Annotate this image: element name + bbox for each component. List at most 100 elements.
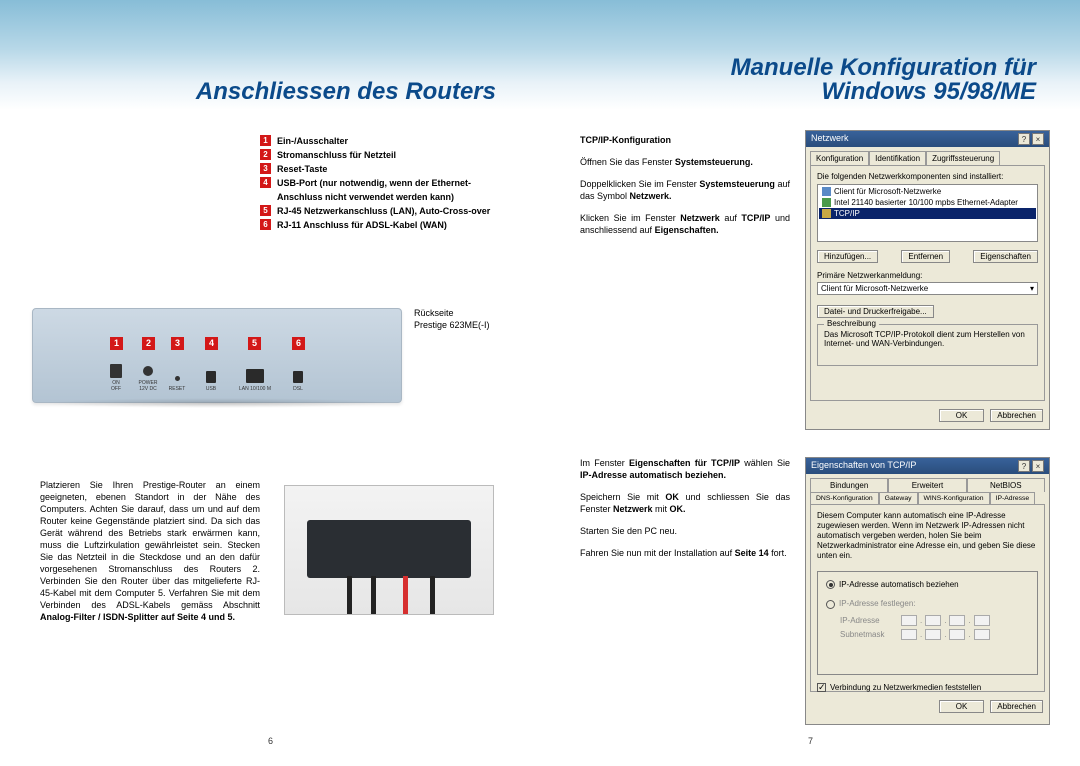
- window-network: Netzwerk ?× Konfiguration Identifikation…: [805, 130, 1050, 430]
- subnet-label: Subnetmask: [840, 630, 898, 639]
- protocol-icon: [822, 209, 831, 218]
- p3f: Eigenschaften.: [655, 225, 719, 235]
- page-number-left: 6: [268, 736, 273, 746]
- tab-wins[interactable]: WINS-Konfiguration: [918, 492, 990, 504]
- side-label-2: Prestige 623ME(-I): [414, 319, 490, 331]
- p6: Starten Sie den PC neu.: [580, 525, 790, 537]
- marker-5: 5: [248, 337, 261, 350]
- tab-bindings[interactable]: Bindungen: [810, 478, 888, 492]
- page-number-right: 7: [808, 736, 813, 746]
- router-back-panel: 1 2 3 4 5 6 ON OFF POWER 12V DC RESET US…: [32, 308, 402, 403]
- p3b: Netzwerk: [680, 213, 720, 223]
- ip-address-field: IP-Adresse...: [840, 615, 1029, 626]
- side-label-1: Rückseite: [414, 307, 490, 319]
- tab-ipaddress[interactable]: IP-Adresse: [990, 492, 1036, 504]
- p7a: Fahren Sie nun mit der Installation auf: [580, 548, 735, 558]
- component-list[interactable]: Client für Microsoft-Netzwerke Intel 211…: [817, 184, 1038, 242]
- radio-label: IP-Adresse automatisch beziehen: [839, 580, 959, 589]
- ok-button[interactable]: OK: [939, 700, 985, 713]
- close-icon[interactable]: ×: [1032, 133, 1044, 145]
- legend-text: RJ-45 Netzwerkanschluss (LAN), Auto-Cros…: [277, 204, 490, 218]
- tcpip-heading: TCP/IP-Konfiguration: [580, 134, 790, 146]
- tab-access[interactable]: Zugriffssteuerung: [926, 151, 1000, 165]
- window-title-bar: Eigenschaften von TCP/IP ?×: [806, 458, 1049, 474]
- desc-group-label: Beschreibung: [824, 319, 879, 328]
- port-label: USB: [198, 386, 224, 392]
- radio-manual-ip[interactable]: IP-Adresse festlegen:: [826, 599, 1029, 608]
- check-label: Verbindung zu Netzwerkmedien feststellen: [830, 683, 981, 692]
- legend-text: USB-Port (nur notwendig, wenn der Ethern…: [277, 176, 510, 204]
- ok-button[interactable]: OK: [939, 409, 985, 422]
- p3c: auf: [720, 213, 742, 223]
- legend-text: Stromanschluss für Netzteil: [277, 148, 396, 162]
- marker-3: 3: [171, 337, 184, 350]
- p4b: Eigenschaften für TCP/IP: [629, 458, 740, 468]
- add-button[interactable]: Hinzufügen...: [817, 250, 878, 263]
- window-title-bar: Netzwerk ?×: [806, 131, 1049, 147]
- list-item-label: TCP/IP: [834, 209, 860, 218]
- right-text-upper: TCP/IP-Konfiguration Öffnen Sie das Fens…: [580, 134, 790, 246]
- body-bold: Analog-Filter / ISDN-Splitter auf Seite …: [40, 612, 235, 622]
- check-media-connect[interactable]: Verbindung zu Netzwerkmedien feststellen: [817, 683, 1038, 692]
- list-item[interactable]: Intel 21140 basierter 10/100 mpbs Ethern…: [819, 197, 1036, 208]
- p4d: IP-Adresse automatisch beziehen.: [580, 470, 726, 480]
- p2b: Systemsteuerung: [699, 179, 775, 189]
- body-main: Platzieren Sie Ihren Prestige-Router an …: [40, 480, 260, 610]
- window-tcpip-properties: Eigenschaften von TCP/IP ?× Bindungen Er…: [805, 457, 1050, 725]
- list-item[interactable]: Client für Microsoft-Netzwerke: [819, 186, 1036, 197]
- legend-num: 3: [260, 163, 271, 174]
- legend-num: 4: [260, 177, 271, 188]
- list-item-selected[interactable]: TCP/IP: [819, 208, 1036, 219]
- p3a: Klicken Sie im Fenster: [580, 213, 680, 223]
- right-text-lower: Im Fenster Eigenschaften für TCP/IP wähl…: [580, 457, 790, 569]
- window-tabs-row1: Bindungen Erweitert NetBIOS: [810, 478, 1045, 492]
- primary-login-select[interactable]: Client für Microsoft-Netzwerke ▾: [817, 282, 1038, 295]
- p7c: fort.: [769, 548, 787, 558]
- properties-button[interactable]: Eigenschaften: [973, 250, 1038, 263]
- marker-4: 4: [205, 337, 218, 350]
- tab-configuration[interactable]: Konfiguration: [810, 151, 869, 165]
- primary-login-label: Primäre Netzwerkanmeldung:: [817, 271, 1038, 280]
- left-body-text: Platzieren Sie Ihren Prestige-Router an …: [40, 479, 260, 623]
- marker-1: 1: [110, 337, 123, 350]
- client-icon: [822, 187, 831, 196]
- p3d: TCP/IP: [741, 213, 770, 223]
- port-label: ON OFF: [103, 380, 129, 392]
- select-value: Client für Microsoft-Netzwerke: [821, 284, 928, 293]
- tab-dns[interactable]: DNS-Konfiguration: [810, 492, 879, 504]
- p5d: Netzwerk: [613, 504, 653, 514]
- subnet-field: Subnetmask...: [840, 629, 1029, 640]
- cancel-button[interactable]: Abbrechen: [990, 700, 1043, 713]
- close-icon[interactable]: ×: [1032, 460, 1044, 472]
- window-tabs-row2: DNS-Konfiguration Gateway WINS-Konfigura…: [810, 492, 1045, 504]
- radio-label: IP-Adresse festlegen:: [839, 599, 915, 608]
- tab-advanced[interactable]: Erweitert: [888, 478, 966, 492]
- chevron-down-icon: ▾: [1030, 284, 1034, 293]
- cancel-button[interactable]: Abbrechen: [990, 409, 1043, 422]
- radio-auto-ip[interactable]: IP-Adresse automatisch beziehen: [826, 580, 1029, 589]
- tab-gateway[interactable]: Gateway: [879, 492, 918, 504]
- tcpip-intro: Diesem Computer kann automatisch eine IP…: [817, 511, 1038, 561]
- tab-netbios[interactable]: NetBIOS: [967, 478, 1045, 492]
- help-icon[interactable]: ?: [1018, 460, 1030, 472]
- p1b: Systemsteuerung.: [675, 157, 753, 167]
- page-right: Manuelle Konfiguration für Windows 95/98…: [540, 0, 1080, 766]
- help-icon[interactable]: ?: [1018, 133, 1030, 145]
- remove-button[interactable]: Entfernen: [901, 250, 950, 263]
- port-label: RESET: [165, 386, 189, 392]
- legend-text: Ein-/Ausschalter: [277, 134, 348, 148]
- desc-text: Das Microsoft TCP/IP-Protokoll dient zum…: [824, 330, 1031, 348]
- list-label: Die folgenden Netzwerkkomponenten sind i…: [817, 172, 1038, 181]
- legend-text: Reset-Taste: [277, 162, 327, 176]
- p5a: Speichern Sie mit: [580, 492, 665, 502]
- p2a: Doppelklicken Sie im Fenster: [580, 179, 699, 189]
- p2d: Netzwerk.: [630, 191, 672, 201]
- file-share-button[interactable]: Datei- und Druckerfreigabe...: [817, 305, 934, 318]
- p5b: OK: [665, 492, 679, 502]
- port-label: POWER 12V DC: [133, 380, 163, 392]
- tab-identification[interactable]: Identifikation: [869, 151, 926, 165]
- p5f: OK.: [670, 504, 686, 514]
- legend-num: 5: [260, 205, 271, 216]
- router-legend: 1Ein-/Ausschalter 2Stromanschluss für Ne…: [260, 134, 510, 232]
- title-right-2: Windows 95/98/ME: [822, 78, 1037, 106]
